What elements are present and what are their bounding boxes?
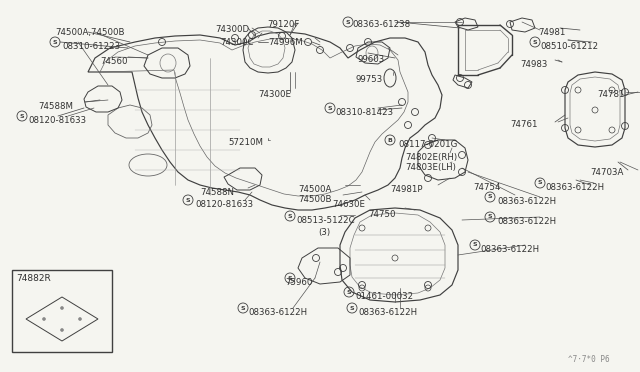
Text: S: S: [488, 215, 492, 219]
Text: 75960: 75960: [285, 278, 312, 287]
Text: 74781: 74781: [597, 90, 625, 99]
Text: S: S: [532, 39, 538, 45]
Text: S: S: [241, 305, 245, 311]
Text: 74981: 74981: [538, 28, 565, 37]
Text: 74981P: 74981P: [390, 185, 422, 194]
Circle shape: [61, 328, 63, 331]
Text: S: S: [328, 106, 332, 110]
Text: 08363-61238: 08363-61238: [352, 20, 410, 29]
Text: 08363-6122H: 08363-6122H: [480, 245, 539, 254]
Text: 74300C: 74300C: [220, 38, 253, 47]
Text: 74750: 74750: [368, 210, 396, 219]
Text: S: S: [288, 214, 292, 218]
Text: 99753: 99753: [355, 75, 382, 84]
Text: 74996M: 74996M: [268, 38, 303, 47]
Text: 08363-6122H: 08363-6122H: [358, 308, 417, 317]
Text: 08120-81633: 08120-81633: [28, 116, 86, 125]
Text: 74882R: 74882R: [16, 274, 51, 283]
Text: S: S: [346, 19, 350, 25]
Text: 08120-81633: 08120-81633: [195, 200, 253, 209]
Text: ^7·7*0 P6: ^7·7*0 P6: [568, 355, 610, 364]
Text: 08363-6122H: 08363-6122H: [497, 197, 556, 206]
Text: 08363-6122H: 08363-6122H: [248, 308, 307, 317]
Text: 74300E: 74300E: [258, 90, 291, 99]
Text: S: S: [288, 276, 292, 280]
Text: 74500A: 74500A: [298, 185, 332, 194]
Text: 79120F: 79120F: [267, 20, 300, 29]
Bar: [12, 270, 112, 352]
Text: S: S: [347, 289, 351, 295]
Text: 74500A,74500B: 74500A,74500B: [55, 28, 125, 37]
Text: 74300D: 74300D: [215, 25, 249, 34]
Text: 08117-0201G: 08117-0201G: [398, 140, 458, 149]
Text: B: B: [388, 138, 392, 142]
Text: S: S: [473, 243, 477, 247]
Text: 74761: 74761: [510, 120, 538, 129]
Text: 57210M: 57210M: [228, 138, 263, 147]
Text: 08510-61212: 08510-61212: [540, 42, 598, 51]
Text: (3): (3): [318, 228, 330, 237]
Text: 74983: 74983: [520, 60, 547, 69]
Text: 74630E: 74630E: [332, 200, 365, 209]
Text: 74754: 74754: [473, 183, 500, 192]
Text: 74803E(LH): 74803E(LH): [405, 163, 456, 172]
Text: 08513-5122C: 08513-5122C: [296, 216, 355, 225]
Text: 08310-61223: 08310-61223: [62, 42, 120, 51]
Text: 01461-00032: 01461-00032: [355, 292, 413, 301]
Text: 08310-81423: 08310-81423: [335, 108, 393, 117]
Text: 74588M: 74588M: [38, 102, 73, 111]
Text: 74500B: 74500B: [298, 195, 332, 204]
Text: S: S: [349, 305, 355, 311]
Text: 74588N: 74588N: [200, 188, 234, 197]
Text: S: S: [52, 39, 58, 45]
Text: 08363-6122H: 08363-6122H: [497, 217, 556, 226]
Text: 74802E(RH): 74802E(RH): [405, 153, 457, 162]
Circle shape: [61, 307, 63, 310]
Text: 74560: 74560: [100, 57, 127, 66]
Text: S: S: [538, 180, 542, 186]
Text: S: S: [20, 113, 24, 119]
Circle shape: [42, 317, 45, 321]
Text: 74703A: 74703A: [590, 168, 623, 177]
Text: 08363-6122H: 08363-6122H: [545, 183, 604, 192]
Text: S: S: [186, 198, 190, 202]
Circle shape: [79, 317, 81, 321]
Text: S: S: [488, 195, 492, 199]
Text: 99603: 99603: [358, 55, 385, 64]
